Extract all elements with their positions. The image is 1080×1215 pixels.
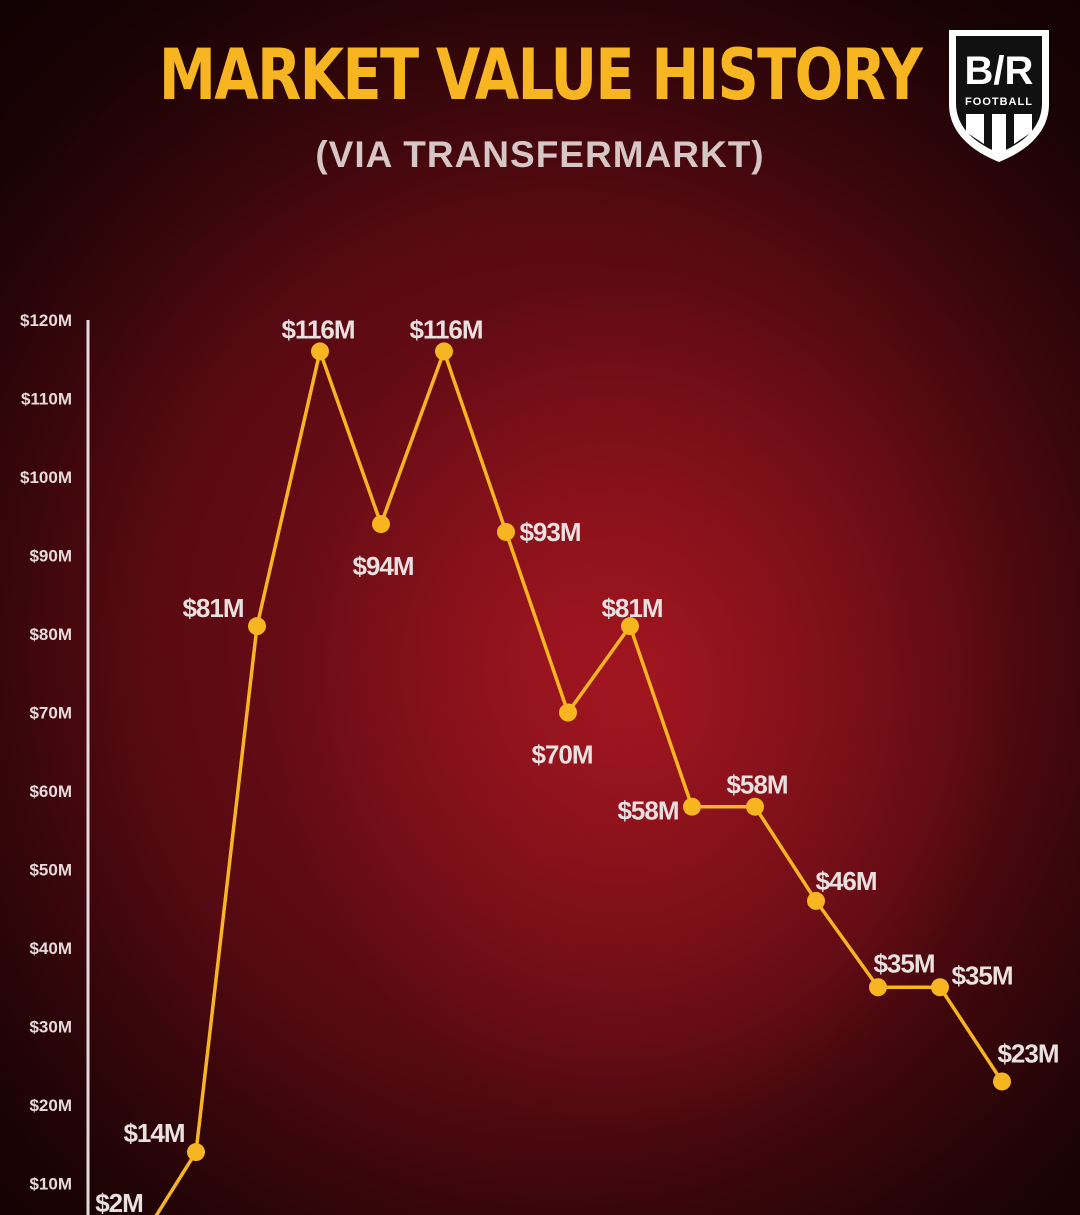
data-point	[559, 703, 577, 722]
data-point	[311, 342, 329, 361]
y-tick-label: $80M	[29, 625, 72, 644]
br-football-logo: B/R FOOTBALL	[949, 30, 1049, 162]
data-label: $58M	[617, 796, 678, 826]
data-label: $14M	[123, 1118, 184, 1148]
y-tick-label: $50M	[29, 861, 72, 880]
data-label: $116M	[281, 314, 354, 344]
data-label: $23M	[997, 1038, 1058, 1068]
data-point	[435, 342, 453, 361]
svg-text:FOOTBALL: FOOTBALL	[965, 96, 1033, 108]
y-tick-label: $40M	[29, 939, 72, 958]
data-label: $35M	[873, 948, 934, 978]
data-point	[187, 1143, 205, 1162]
data-point	[746, 797, 764, 816]
y-tick-label: $30M	[29, 1018, 72, 1037]
data-point	[372, 515, 390, 534]
data-point	[621, 617, 639, 636]
data-label: $35M	[951, 960, 1012, 990]
data-point	[248, 617, 266, 636]
y-tick-label: $70M	[29, 704, 72, 723]
data-label: $70M	[531, 740, 592, 770]
data-label: $58M	[726, 770, 787, 800]
data-point	[497, 522, 515, 541]
y-tick-label: $60M	[29, 782, 72, 801]
svg-text:B/R: B/R	[965, 49, 1034, 93]
data-point	[931, 978, 949, 997]
data-label: $46M	[815, 866, 876, 896]
y-tick-label: $100M	[20, 468, 72, 487]
data-label: $81M	[182, 593, 243, 623]
data-point	[807, 891, 825, 910]
y-tick-label: $110M	[21, 390, 72, 409]
y-tick-label: $90M	[29, 547, 72, 566]
y-tick-label: $120M	[20, 311, 72, 330]
y-tick-label: $10M	[29, 1175, 72, 1194]
data-label: $93M	[519, 517, 580, 547]
data-label: $81M	[601, 593, 662, 623]
data-label: $2M	[95, 1188, 143, 1215]
data-point	[993, 1072, 1011, 1091]
y-tick-label: $20M	[29, 1096, 72, 1115]
series-line	[154, 349, 1004, 1215]
data-point	[869, 978, 887, 997]
data-label: $116M	[409, 314, 482, 344]
chart-subtitle: (VIA TRANSFERMARKT)	[315, 134, 765, 175]
chart-title: MARKET VALUE HISTORY	[158, 34, 923, 116]
data-label: $94M	[352, 551, 413, 581]
data-point	[683, 797, 701, 816]
